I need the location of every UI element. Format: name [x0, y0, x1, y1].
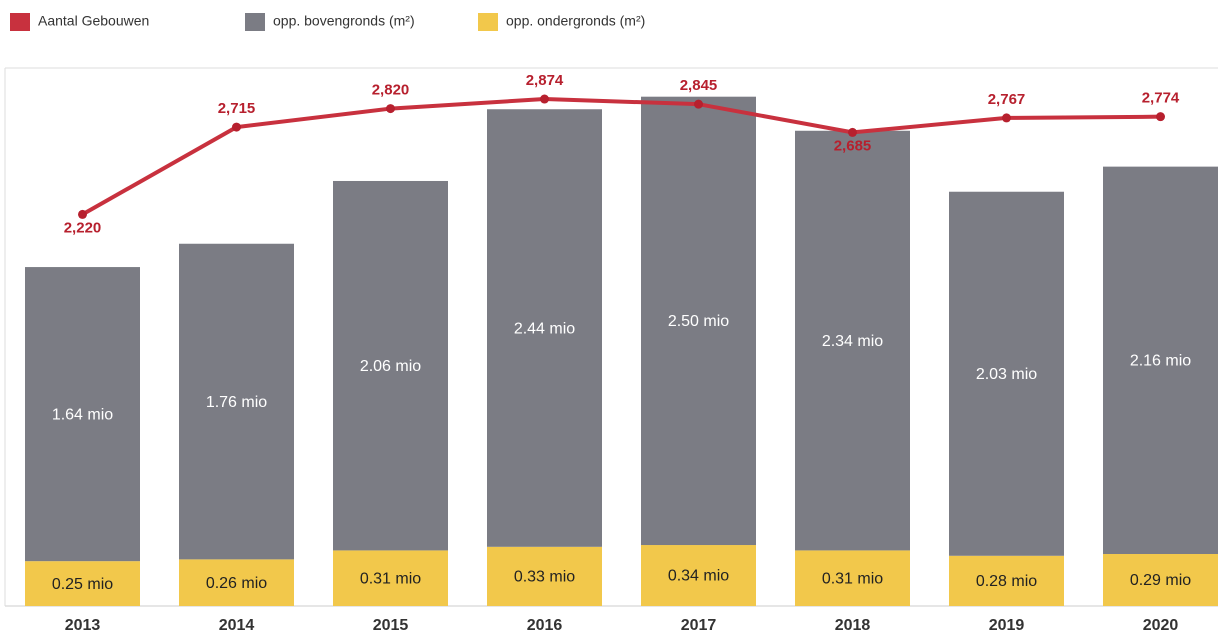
bar-segment — [333, 550, 448, 606]
bar-value-label: 0.31 mio — [822, 570, 883, 587]
x-tick-label: 2020 — [1143, 617, 1179, 633]
x-tick-label: 2016 — [527, 617, 563, 633]
bar-value-label: 2.03 mio — [976, 366, 1037, 383]
bar-value-label: 1.76 mio — [206, 394, 267, 411]
line-value-label: 2,774 — [1142, 90, 1180, 107]
bar-segment — [1103, 553, 1218, 606]
bar-segment — [641, 96, 756, 546]
legend-swatch — [245, 13, 265, 31]
x-tick-label: 2018 — [835, 617, 871, 633]
bar-segment — [179, 559, 294, 606]
bar-value-label: 0.28 mio — [976, 573, 1037, 590]
legend-swatch — [10, 13, 30, 31]
line-point — [232, 122, 241, 132]
bar-value-label: 2.06 mio — [360, 358, 421, 375]
bar-value-label: 2.50 mio — [668, 313, 729, 330]
bar-value-label: 0.29 mio — [1130, 572, 1191, 589]
line-point — [1002, 113, 1011, 123]
legend-label: opp. ondergronds (m²) — [506, 13, 645, 29]
bar-segment — [795, 550, 910, 606]
x-tick-label: 2019 — [989, 617, 1025, 633]
bar-segment — [25, 267, 140, 562]
bar-segment — [641, 545, 756, 606]
line-value-label: 2,220 — [64, 219, 102, 236]
bar-segment — [949, 555, 1064, 606]
bar-value-label: 0.33 mio — [514, 569, 575, 586]
line-point — [694, 99, 703, 109]
x-tick-label: 2015 — [373, 617, 409, 633]
x-tick-label: 2013 — [65, 617, 101, 633]
bar-segment — [487, 546, 602, 606]
line-point — [540, 94, 549, 104]
line-value-label: 2,767 — [988, 91, 1026, 108]
bar-value-label: 0.26 mio — [206, 575, 267, 592]
bar-segment — [795, 130, 910, 551]
bar-value-label: 0.25 mio — [52, 576, 113, 593]
line-value-label: 2,845 — [680, 77, 718, 94]
bar-value-label: 1.64 mio — [52, 406, 113, 423]
line-point — [848, 127, 857, 137]
bar-value-label: 2.44 mio — [514, 320, 575, 337]
bar-value-label: 2.16 mio — [1130, 353, 1191, 370]
line-point — [78, 209, 87, 219]
line-value-label: 2,874 — [526, 72, 564, 89]
bar-value-label: 0.31 mio — [360, 570, 421, 587]
line — [81, 97, 1161, 217]
bar-segment — [1103, 166, 1218, 554]
line-point — [1156, 112, 1165, 122]
line-value-label: 2,685 — [834, 137, 872, 154]
bar-segment — [25, 561, 140, 606]
x-tick-label: 2017 — [681, 617, 717, 633]
line-point — [386, 104, 395, 114]
legend-label: opp. bovengronds (m²) — [273, 13, 415, 29]
legend-swatch — [478, 13, 498, 31]
bar-value-label: 2.34 mio — [822, 333, 883, 350]
line-value-label: 2,820 — [372, 82, 410, 99]
x-tick-label: 2014 — [219, 617, 255, 633]
bar-segment — [179, 243, 294, 560]
bar-segment — [949, 191, 1064, 556]
line-value-label: 2,715 — [218, 100, 256, 117]
bar-value-label: 0.34 mio — [668, 568, 729, 585]
bar-segment — [333, 180, 448, 551]
bar-segment — [487, 109, 602, 547]
legend-label: Aantal Gebouwen — [38, 13, 149, 29]
